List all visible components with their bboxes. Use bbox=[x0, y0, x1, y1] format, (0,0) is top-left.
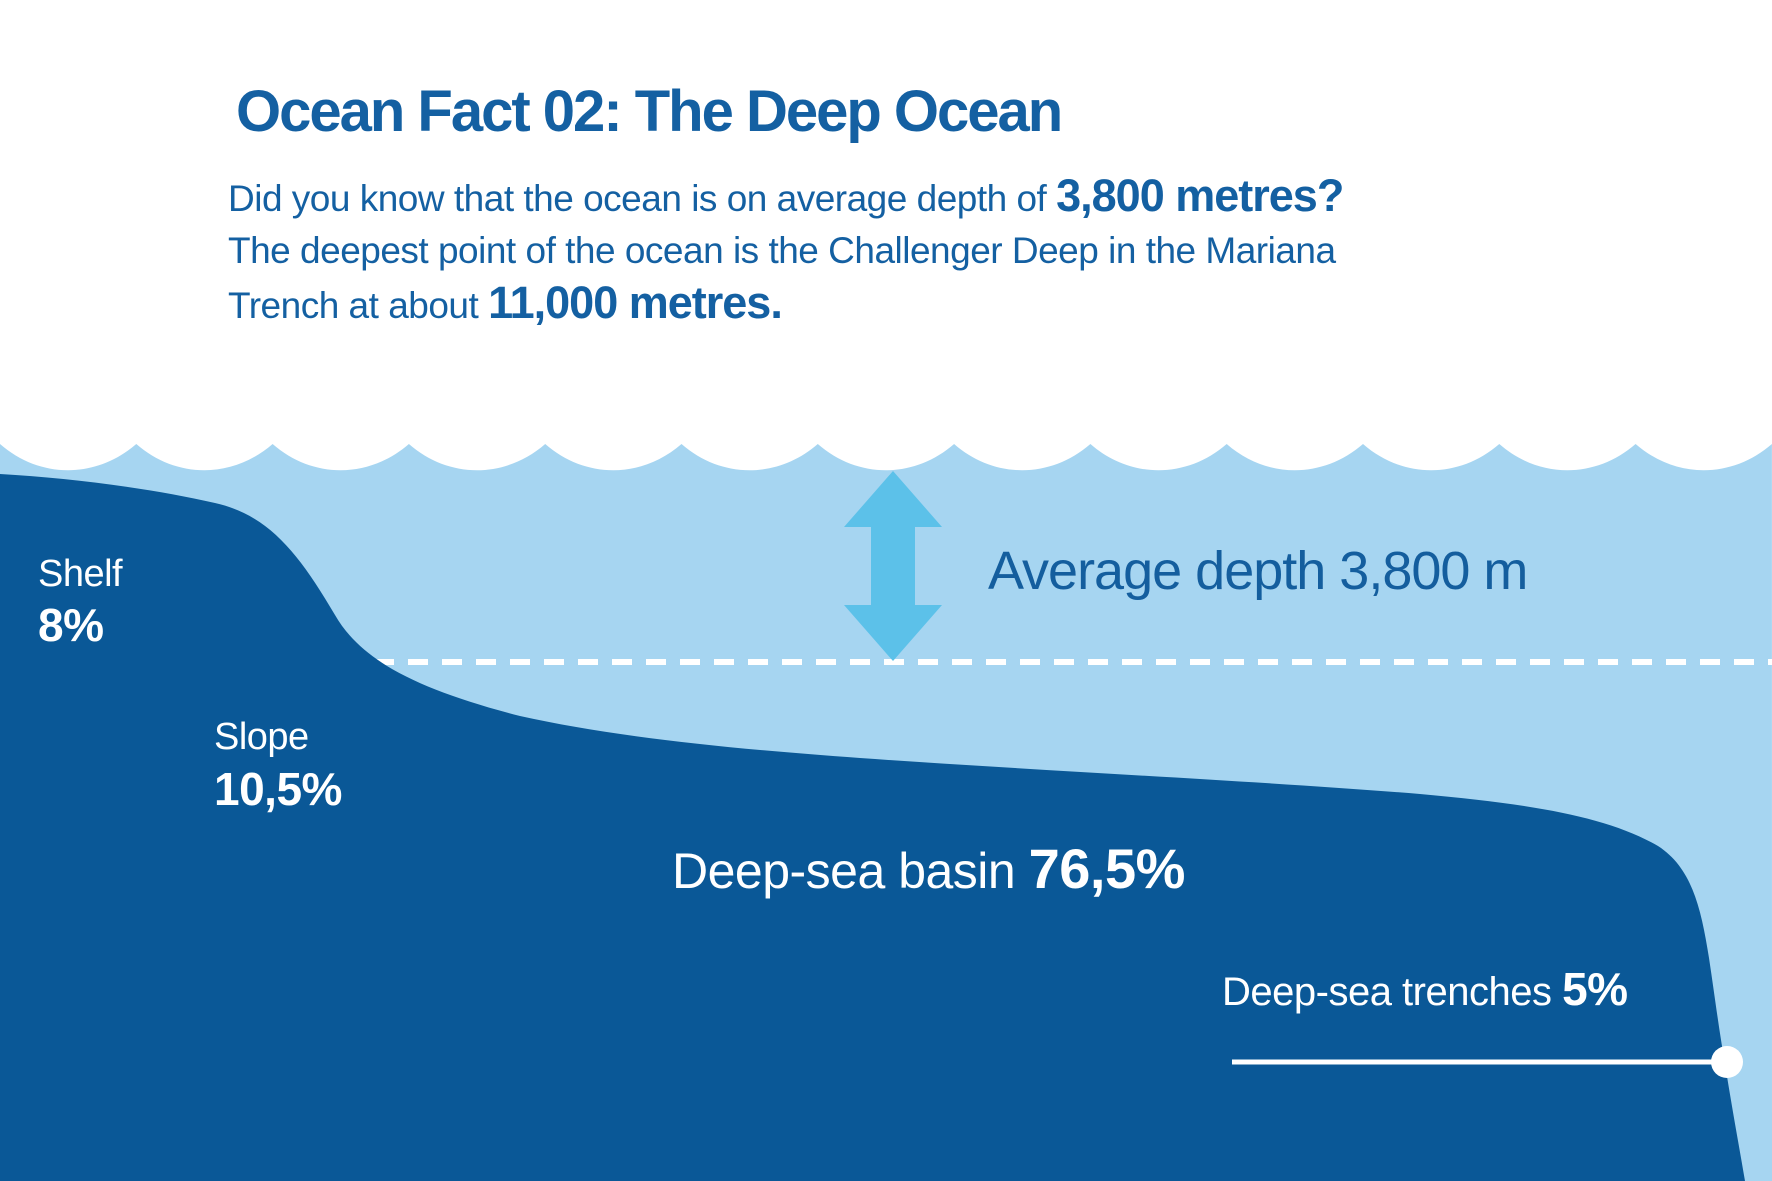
average-depth-label: Average depth 3,800 m bbox=[988, 541, 1528, 601]
intro-line-1: Did you know that the ocean is on averag… bbox=[228, 170, 1344, 221]
intro-paragraph: Did you know that the ocean is on averag… bbox=[228, 170, 1344, 332]
shelf-percentage: 8% bbox=[38, 599, 104, 651]
intro-line-3: Trench at about 11,000 metres. bbox=[228, 277, 783, 328]
page-title: Ocean Fact 02: The Deep Ocean bbox=[236, 79, 1063, 144]
average-depth-highlight: 3,800 metres? bbox=[1056, 170, 1344, 221]
average-depth-arrow-icon bbox=[844, 471, 942, 661]
deep-sea-basin-label: Deep-sea basin 76,5% bbox=[672, 837, 1186, 900]
slope-label: Slope bbox=[214, 716, 309, 758]
shelf-label: Shelf bbox=[38, 553, 123, 595]
deep-sea-trenches-label: Deep-sea trenches 5% bbox=[1222, 963, 1628, 1015]
slope-percentage: 10,5% bbox=[214, 763, 342, 815]
trench-marker-dot bbox=[1711, 1046, 1743, 1078]
basin-percentage: 76,5% bbox=[1028, 837, 1186, 900]
max-depth-highlight: 11,000 metres. bbox=[488, 277, 783, 328]
trenches-percentage: 5% bbox=[1562, 963, 1628, 1015]
seafloor-profile bbox=[0, 474, 1745, 1181]
intro-line-2: The deepest point of the ocean is the Ch… bbox=[228, 230, 1336, 271]
